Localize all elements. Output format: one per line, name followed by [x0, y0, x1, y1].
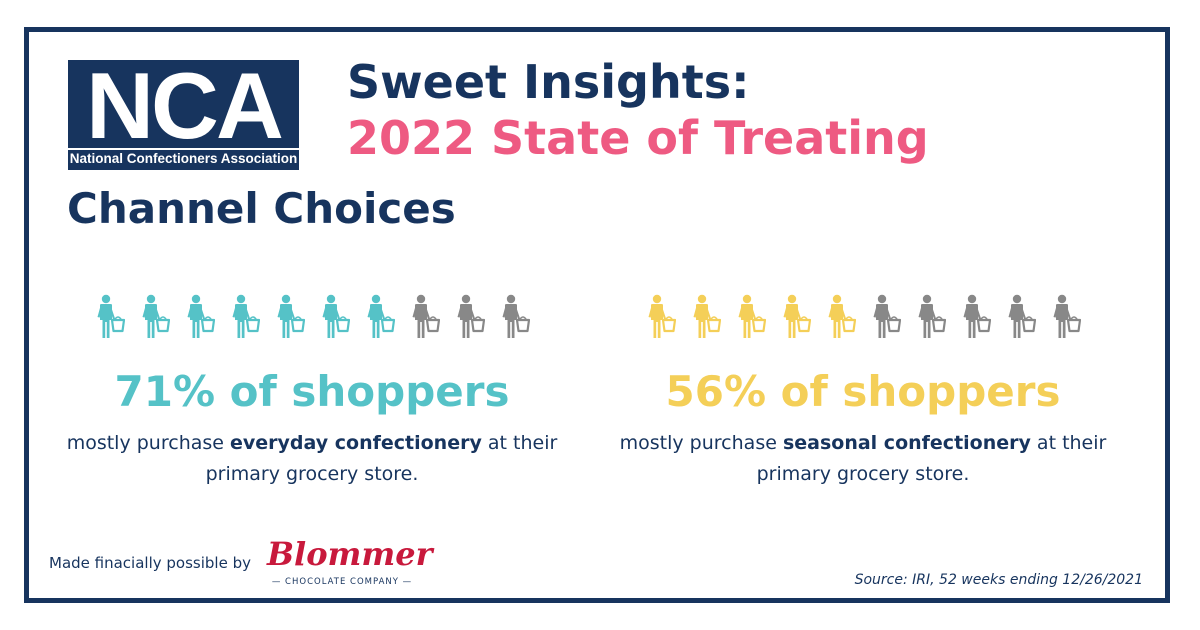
shopper-with-basket-icon	[961, 294, 991, 340]
title-line-2: 2022 State of Treating	[347, 111, 929, 165]
shopper-with-basket-icon	[826, 294, 856, 340]
shopper-with-basket-icon	[275, 294, 305, 340]
stat-headline: 71% of shoppers	[114, 367, 510, 416]
desc-text: mostly purchase	[66, 432, 231, 454]
stat-description: mostly purchase seasonal confectionery a…	[608, 428, 1118, 490]
shopper-with-basket-icon	[1051, 294, 1081, 340]
logo-letters: NCA	[86, 53, 284, 158]
shopper-with-basket-icon	[736, 294, 766, 340]
blommer-subtitle: — CHOCOLATE COMPANY —	[271, 577, 413, 587]
shopper-with-basket-icon	[646, 294, 676, 340]
logo-name: National Confectioners Association	[68, 148, 299, 167]
title-line-1: Sweet Insights:	[347, 55, 750, 109]
stat-panel-seasonal: 56% of shoppers mostly purchase seasonal…	[608, 294, 1118, 490]
shopper-with-basket-icon	[455, 294, 485, 340]
shopper-with-basket-icon	[500, 294, 530, 340]
shopper-with-basket-icon	[871, 294, 901, 340]
shopper-with-basket-icon	[185, 294, 215, 340]
blommer-logo: Blommer — CHOCOLATE COMPANY —	[267, 534, 433, 594]
source-note: Source: IRI, 52 weeks ending 12/26/2021	[854, 572, 1143, 588]
desc-text: mostly purchase	[619, 432, 783, 454]
sponsor-text: Made finacially possible by	[49, 554, 251, 572]
shopper-icon-row	[57, 294, 567, 340]
desc-text: at their primary grocery store.	[756, 432, 1107, 485]
infographic-frame: NCA National Confectioners Association S…	[24, 27, 1170, 603]
shopper-with-basket-icon	[781, 294, 811, 340]
nca-logo: NCA National Confectioners Association	[68, 54, 299, 170]
desc-bold-text: everyday confectionery	[230, 432, 482, 454]
shopper-with-basket-icon	[916, 294, 946, 340]
shopper-with-basket-icon	[1006, 294, 1036, 340]
shopper-with-basket-icon	[410, 294, 440, 340]
stat-headline: 56% of shoppers	[665, 367, 1061, 416]
shopper-icon-row	[608, 294, 1118, 340]
shopper-with-basket-icon	[95, 294, 125, 340]
shopper-with-basket-icon	[230, 294, 260, 340]
stat-panel-everyday: 71% of shoppers mostly purchase everyday…	[57, 294, 567, 490]
shopper-with-basket-icon	[691, 294, 721, 340]
desc-bold-text: seasonal confectionery	[782, 432, 1031, 454]
shopper-with-basket-icon	[365, 294, 395, 340]
blommer-wordmark: Blommer	[267, 535, 433, 573]
stat-description: mostly purchase everyday confectionery a…	[57, 428, 567, 490]
section-subtitle: Channel Choices	[67, 184, 456, 233]
shopper-with-basket-icon	[140, 294, 170, 340]
shopper-with-basket-icon	[320, 294, 350, 340]
desc-text: at their primary grocery store.	[205, 432, 558, 485]
